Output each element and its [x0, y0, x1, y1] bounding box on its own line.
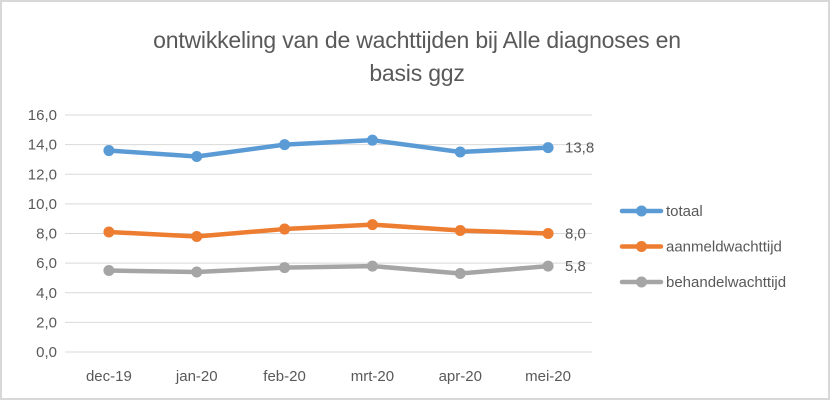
legend-label-aanmeldwachttijd: aanmeldwachttijd — [666, 239, 782, 256]
marker-behandelwachttijd-feb-20 — [279, 262, 291, 274]
x-tick-label: jan-20 — [175, 368, 218, 385]
chart-title: ontwikkeling van de wachttijden bij Alle… — [2, 24, 828, 90]
marker-totaal-feb-20 — [279, 139, 291, 151]
marker-totaal-apr-20 — [454, 146, 466, 158]
x-tick-label: mrt-20 — [351, 368, 394, 385]
marker-aanmeldwachttijd-feb-20 — [279, 223, 291, 235]
marker-behandelwachttijd-mei-20 — [542, 260, 554, 272]
series-line-totaal — [106, 137, 551, 159]
marker-behandelwachttijd-dec-19 — [103, 265, 115, 277]
marker-aanmeldwachttijd-dec-19 — [103, 226, 115, 238]
marker-behandelwachttijd-jan-20 — [191, 266, 203, 278]
y-tick-label: 0,0 — [36, 344, 57, 361]
data-label-aanmeldwachttijd: 8,0 — [565, 226, 586, 243]
y-tick-label: 12,0 — [28, 166, 57, 183]
marker-aanmeldwachttijd-mei-20 — [542, 228, 554, 239]
marker-aanmeldwachttijd-apr-20 — [454, 225, 466, 237]
marker-behandelwachttijd-apr-20 — [454, 267, 466, 279]
marker-totaal-jan-20 — [191, 150, 203, 162]
marker-aanmeldwachttijd-mrt-20 — [366, 219, 378, 231]
y-tick-label: 8,0 — [36, 226, 57, 243]
x-tick-label: feb-20 — [263, 368, 306, 385]
legend-marker-dot-behandelwachttijd — [636, 276, 647, 288]
marker-totaal-mei-20 — [542, 142, 554, 154]
y-tick-label: 10,0 — [28, 196, 57, 213]
x-tick-label: mei-20 — [525, 368, 571, 385]
y-tick-label: 14,0 — [28, 137, 57, 154]
chart-title-line-1: ontwikkeling van de wachttijden bij Alle… — [153, 27, 681, 53]
marker-aanmeldwachttijd-jan-20 — [191, 230, 203, 242]
series-line-aanmeldwachttijd — [106, 222, 551, 239]
legend-label-totaal: totaal — [666, 203, 703, 220]
legend-label-behandelwachttijd: behandelwachttijd — [666, 274, 786, 291]
marker-behandelwachttijd-mrt-20 — [366, 260, 378, 272]
data-label-behandelwachttijd: 5,8 — [565, 258, 586, 275]
y-tick-label: 16,0 — [28, 107, 57, 124]
y-tick-label: 2,0 — [36, 314, 57, 331]
x-tick-label: apr-20 — [439, 368, 482, 385]
chart-title-line-2: basis ggz — [369, 60, 465, 86]
marker-totaal-dec-19 — [103, 145, 115, 157]
y-tick-label: 4,0 — [36, 285, 57, 302]
legend-marker-dot-aanmeldwachttijd — [636, 241, 647, 252]
x-tick-label: dec-19 — [86, 368, 132, 385]
legend-marker-dot-totaal — [636, 205, 647, 217]
y-tick-label: 6,0 — [36, 255, 57, 272]
marker-totaal-mrt-20 — [366, 134, 378, 146]
data-label-totaal: 13,8 — [565, 140, 594, 157]
series-line-behandelwachttijd — [106, 263, 551, 276]
